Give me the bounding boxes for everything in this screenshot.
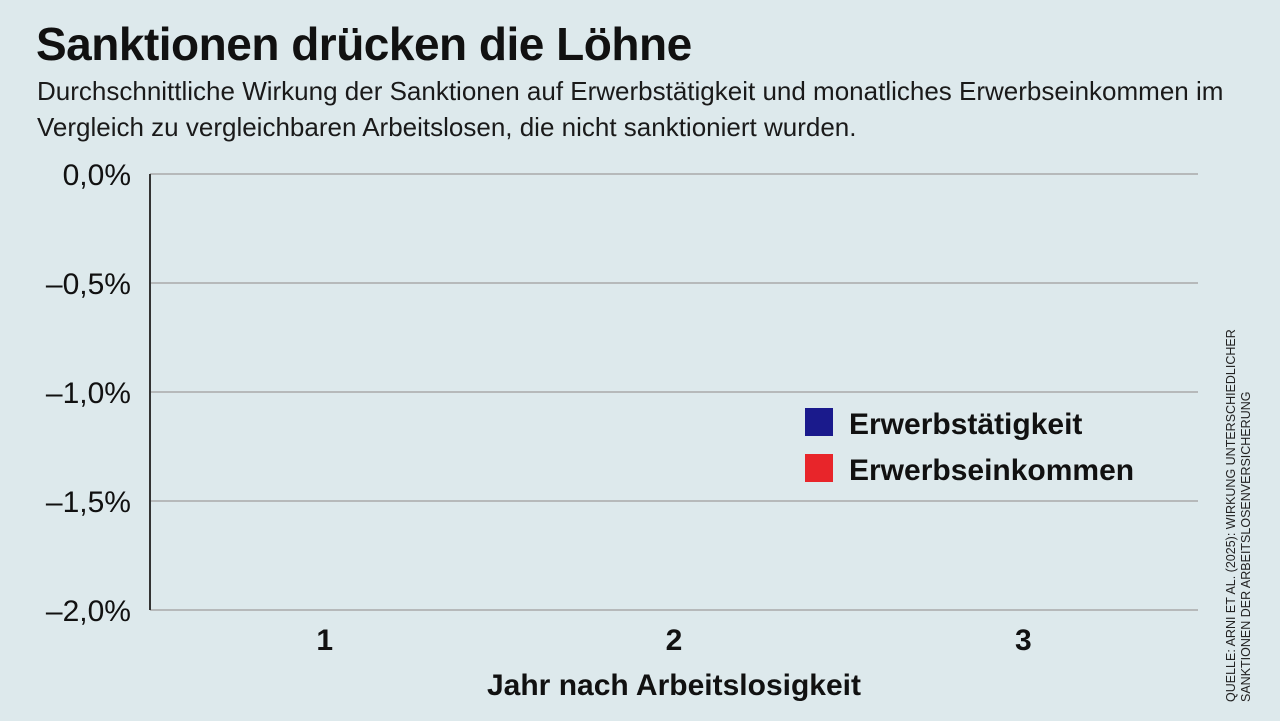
gridlines — [150, 173, 1198, 611]
chart-subtitle: Durchschnittliche Wirkung der Sanktionen… — [37, 76, 1224, 142]
legend-label: Erwerbseinkommen — [849, 454, 1134, 487]
y-tick-label: –1,0% — [46, 377, 131, 410]
x-tick-label: 3 — [1015, 624, 1032, 657]
x-axis-title: Jahr nach Arbeitslosigkeit — [487, 669, 861, 702]
y-tick-labels: 0,0% –0,5% –1,0% –1,5% –2,0% — [46, 159, 131, 628]
source-note: Quelle: Arni et al. (2025): Wirkung unte… — [1224, 329, 1264, 702]
y-tick-label: –0,5% — [46, 268, 131, 301]
y-tick-label: –1,5% — [46, 486, 131, 519]
y-tick-label: 0,0% — [63, 159, 131, 192]
legend-swatch — [805, 454, 833, 482]
source-line-1: Quelle: Arni et al. (2025): Wirkung unte… — [1224, 329, 1238, 702]
x-tick-labels: 1 2 3 — [316, 624, 1031, 657]
x-tick-label: 2 — [666, 624, 683, 657]
chart-title: Sanktionen drücken die Löhne — [36, 18, 692, 70]
x-tick-label: 1 — [316, 624, 333, 657]
legend-swatch — [805, 408, 833, 436]
y-tick-label: –2,0% — [46, 595, 131, 628]
source-line-2: Sanktionen der Arbeitslosenversicherung — [1239, 391, 1253, 702]
legend-label: Erwerbstätigkeit — [849, 408, 1082, 441]
legend: Erwerbstätigkeit Erwerbseinkommen — [805, 408, 1134, 487]
